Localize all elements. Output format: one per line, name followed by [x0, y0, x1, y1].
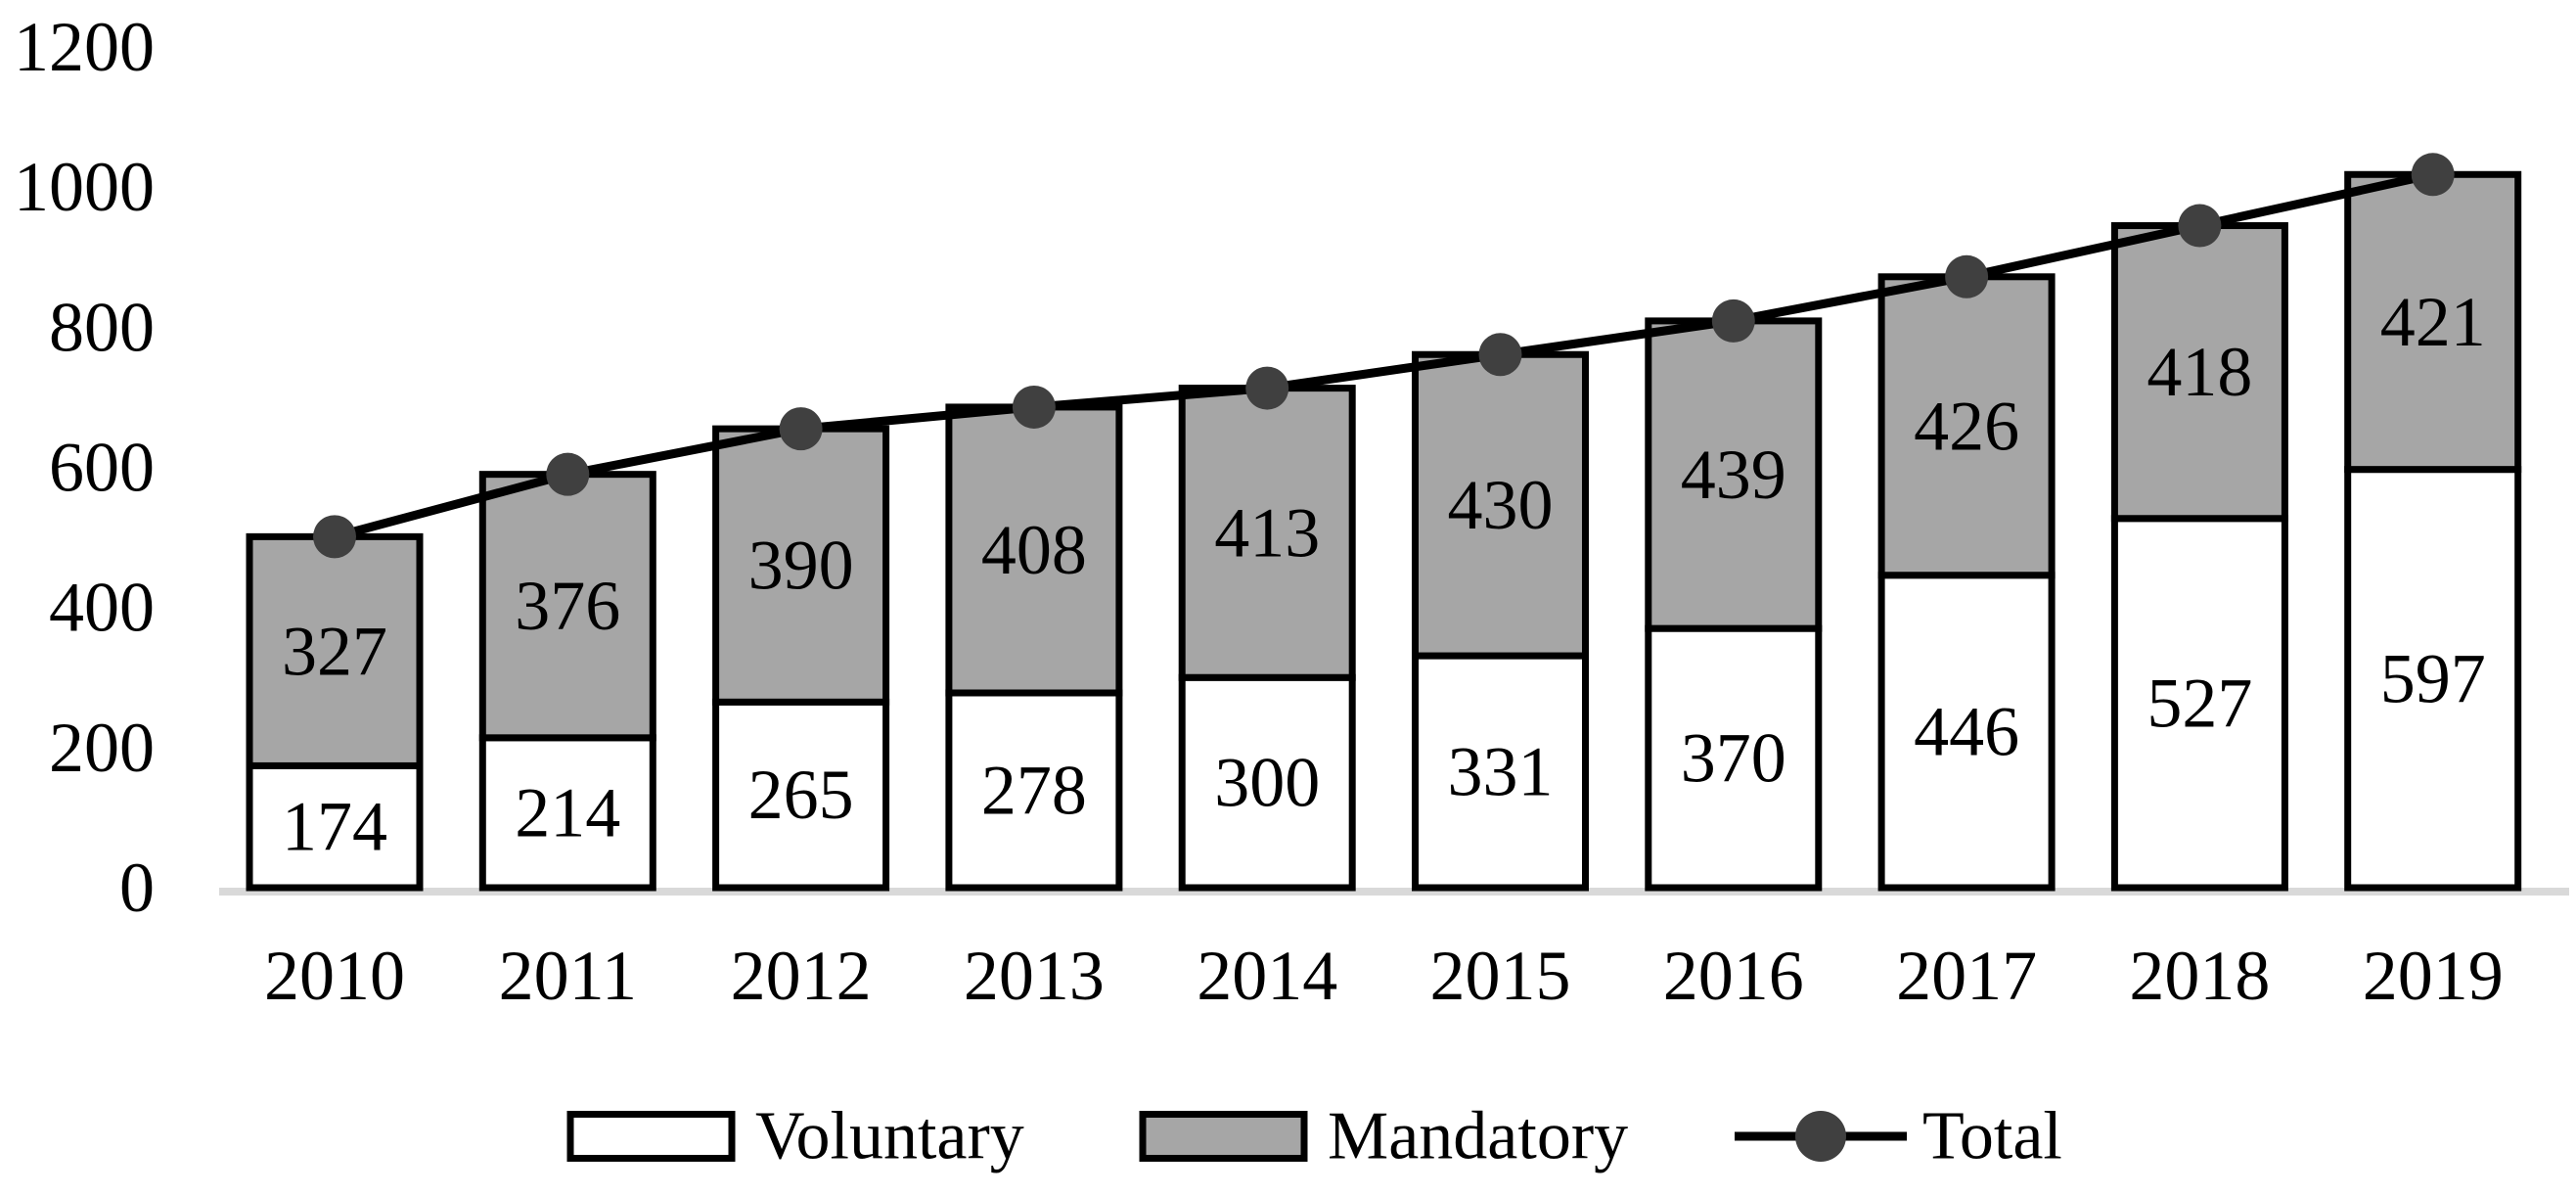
legend-swatch-mandatory-icon	[1139, 1111, 1308, 1162]
legend-item-voluntary: Voluntary	[566, 1099, 1024, 1174]
bar-label-mandatory-2017: 426	[1914, 387, 2019, 465]
x-axis-line	[219, 888, 2569, 896]
total-marker-2015	[1478, 333, 1522, 377]
y-tick-label-400: 400	[49, 569, 155, 647]
y-tick-label-1200: 1200	[14, 8, 155, 86]
total-marker-2017	[1945, 254, 1989, 299]
x-tick-label-2012: 2012	[731, 937, 872, 1015]
total-marker-2010	[313, 515, 356, 559]
bar-segment-mandatory-2011	[478, 471, 656, 742]
x-tick-label-2014: 2014	[1197, 937, 1337, 1015]
y-tick-label-600: 600	[49, 429, 155, 507]
bar-segment-mandatory-2013	[945, 403, 1123, 697]
legend-swatch-voluntary-icon	[566, 1111, 736, 1162]
total-marker-2013	[1012, 385, 1056, 429]
legend-label-mandatory: Mandatory	[1328, 1099, 1628, 1174]
bar-segment-mandatory-2017	[1877, 273, 2056, 579]
bar-segment-mandatory-2016	[1645, 317, 1823, 632]
bar-label-mandatory-2010: 327	[282, 612, 387, 690]
bar-segment-voluntary-2015	[1412, 652, 1589, 892]
total-line	[330, 169, 2438, 541]
total-marker-2018	[2178, 204, 2222, 248]
y-tick-label-1000: 1000	[14, 148, 155, 226]
x-tick-label-2010: 2010	[264, 937, 405, 1015]
bar-label-voluntary-2013: 278	[981, 751, 1087, 829]
legend-marker-icon	[1795, 1111, 1846, 1162]
total-marker-2016	[1711, 299, 1755, 343]
x-tick-label-2011: 2011	[499, 937, 637, 1015]
bar-label-voluntary-2010: 174	[282, 788, 387, 866]
x-tick-label-2016: 2016	[1663, 937, 1804, 1015]
bar-segment-mandatory-2015	[1412, 350, 1589, 660]
bar-segment-voluntary-2018	[2110, 515, 2288, 892]
legend-item-total: Total	[1735, 1099, 2062, 1174]
bar-label-mandatory-2011: 376	[515, 567, 620, 645]
total-marker-2014	[1245, 366, 1289, 410]
bar-label-mandatory-2013: 408	[981, 511, 1087, 589]
bar-segment-mandatory-2012	[712, 425, 890, 706]
x-tick-label-2018: 2018	[2129, 937, 2270, 1015]
bar-label-mandatory-2012: 390	[748, 527, 854, 605]
bar-label-voluntary-2017: 446	[1914, 692, 2019, 770]
bar-segment-mandatory-2019	[2344, 170, 2522, 474]
bar-label-voluntary-2011: 214	[515, 773, 620, 851]
bar-label-mandatory-2016: 439	[1681, 436, 1786, 514]
total-marker-2012	[779, 407, 823, 451]
bar-label-voluntary-2014: 300	[1214, 744, 1320, 822]
total-marker-2019	[2411, 153, 2455, 197]
legend-label-voluntary: Voluntary	[755, 1099, 1024, 1174]
bar-label-voluntary-2012: 265	[748, 756, 854, 834]
bar-label-mandatory-2015: 430	[1448, 466, 1554, 544]
y-tick-label-800: 800	[49, 288, 155, 366]
y-axis-tick-labels: 0 200 400 600 800 1000 1200	[14, 8, 155, 927]
x-tick-label-2015: 2015	[1430, 937, 1571, 1015]
bar-segment-voluntary-2019	[2344, 466, 2522, 892]
bars-group	[246, 170, 2522, 892]
legend-item-mandatory: Mandatory	[1139, 1099, 1628, 1174]
y-tick-label-0: 0	[119, 849, 155, 927]
x-axis-tick-labels: 2010 2011 2012 2013 2014 2015 2016 2017 2018 2019	[264, 937, 2504, 1015]
bar-label-mandatory-2014: 413	[1214, 493, 1320, 572]
total-marker-2011	[546, 452, 590, 496]
legend: Voluntary Mandatory Total	[566, 1099, 2062, 1174]
x-tick-label-2017: 2017	[1896, 937, 2037, 1015]
legend-label-total: Total	[1922, 1099, 2062, 1174]
bar-label-voluntary-2019: 597	[2380, 639, 2486, 717]
y-tick-label-200: 200	[49, 709, 155, 787]
x-tick-label-2013: 2013	[964, 937, 1105, 1015]
bar-label-voluntary-2016: 370	[1681, 719, 1786, 798]
bar-label-mandatory-2018: 418	[2147, 333, 2252, 411]
bar-segment-mandatory-2014	[1178, 385, 1356, 681]
total-markers	[313, 153, 2455, 559]
bar-label-voluntary-2015: 331	[1448, 733, 1554, 811]
bar-label-voluntary-2018: 527	[2147, 664, 2252, 742]
bar-data-labels: 174 327 214 376 265 390 278 408 300 413 331 430 370 4…	[282, 283, 2486, 866]
x-tick-label-2019: 2019	[2363, 937, 2504, 1015]
bar-label-mandatory-2019: 421	[2380, 283, 2486, 361]
